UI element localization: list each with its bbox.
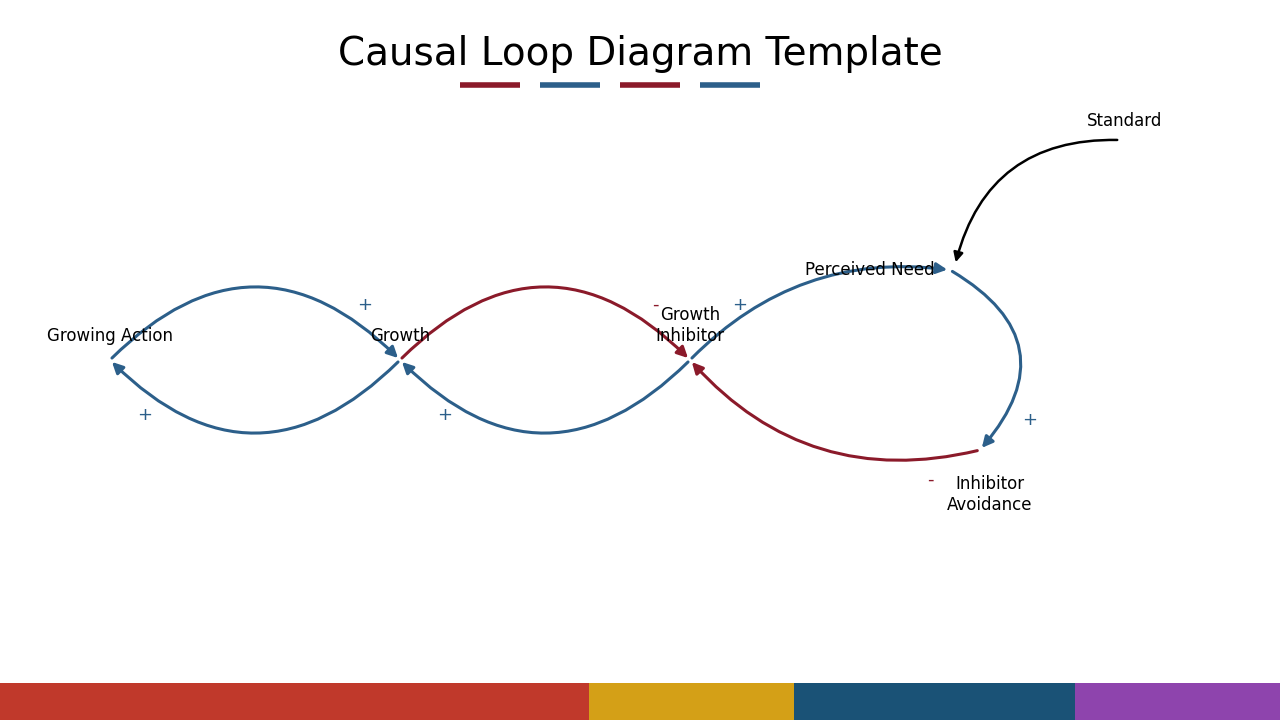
Text: Growing Action: Growing Action (47, 327, 173, 345)
Text: +: + (137, 406, 152, 424)
Text: Causal Loop Diagram Template: Causal Loop Diagram Template (338, 35, 942, 73)
Text: +: + (732, 296, 748, 314)
Text: Growth
Inhibitor: Growth Inhibitor (655, 306, 724, 345)
Text: Perceived Need: Perceived Need (805, 261, 934, 279)
Text: Standard: Standard (1087, 112, 1162, 130)
Text: +: + (1023, 411, 1038, 429)
Text: +: + (357, 296, 372, 314)
Text: -: - (927, 471, 933, 489)
Text: Growth: Growth (370, 327, 430, 345)
Text: +: + (438, 406, 453, 424)
Text: Inhibitor
Avoidance: Inhibitor Avoidance (947, 475, 1033, 514)
Text: -: - (652, 296, 658, 314)
